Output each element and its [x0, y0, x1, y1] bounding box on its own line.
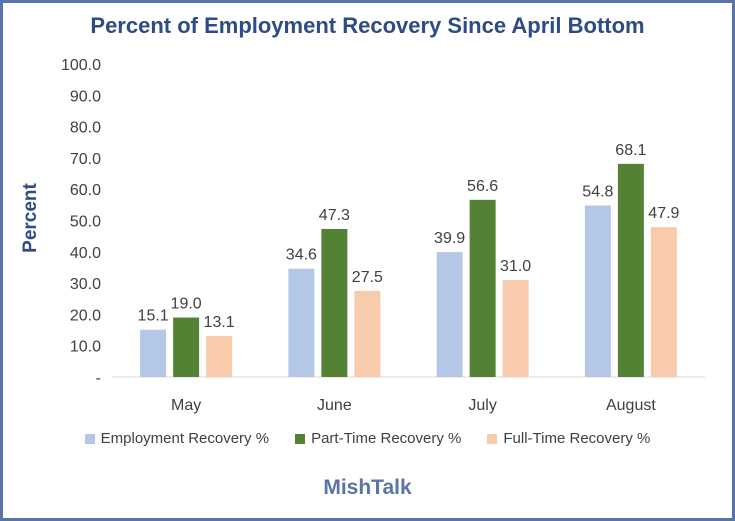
- x-tick-label: June: [317, 397, 352, 414]
- data-label: 15.1: [138, 308, 169, 325]
- legend-swatch-full-time: [487, 433, 498, 444]
- data-label: 27.5: [352, 269, 383, 286]
- footer-brand: MishTalk: [323, 476, 412, 499]
- bar: [321, 228, 348, 377]
- x-tick-label: July: [468, 397, 496, 414]
- data-label: 47.9: [648, 205, 679, 222]
- data-label: 47.3: [319, 207, 350, 224]
- x-tick-label: May: [171, 397, 201, 414]
- data-label: 13.1: [204, 314, 235, 331]
- y-tick-label: 40.0: [70, 245, 101, 262]
- bar: [140, 329, 167, 377]
- y-tick-label: 20.0: [70, 307, 101, 324]
- y-tick-label: 70.0: [70, 151, 101, 168]
- bar: [173, 317, 200, 377]
- y-tick-label: 50.0: [70, 214, 101, 231]
- y-tick-label: -: [96, 370, 101, 387]
- data-label: 54.8: [582, 183, 613, 200]
- bar: [617, 163, 644, 377]
- y-tick-label: 10.0: [70, 339, 101, 356]
- y-tick-label: 100.0: [61, 57, 101, 74]
- x-tick-label: August: [606, 397, 656, 414]
- legend-item-employment: Employment Recovery %: [84, 430, 270, 447]
- legend-label-employment: Employment Recovery %: [100, 430, 270, 447]
- legend-label-part-time: Part-Time Recovery %: [311, 430, 462, 447]
- legend-item-full-time: Full-Time Recovery %: [487, 430, 650, 447]
- data-label: 56.6: [467, 178, 498, 195]
- data-label: 39.9: [434, 230, 465, 247]
- legend-item-part-time: Part-Time Recovery %: [295, 430, 461, 447]
- legend-swatch-employment: [84, 433, 95, 444]
- bar: [469, 199, 496, 377]
- y-tick-label: 60.0: [70, 182, 101, 199]
- bar: [354, 290, 381, 377]
- legend: Employment Recovery % Part-Time Recovery…: [0, 430, 735, 447]
- y-tick-label: 90.0: [70, 88, 101, 105]
- y-tick-label: 80.0: [70, 120, 101, 137]
- y-tick-label: 30.0: [70, 276, 101, 293]
- data-label: 19.0: [171, 296, 202, 313]
- chart-title: Percent of Employment Recovery Since Apr…: [90, 13, 645, 38]
- data-label: 68.1: [615, 142, 646, 159]
- data-label: 31.0: [500, 258, 531, 275]
- bar: [436, 252, 463, 377]
- bar: [650, 227, 677, 377]
- bar: [584, 205, 611, 377]
- bar: [502, 279, 529, 377]
- bar: [206, 335, 233, 377]
- data-label: 34.6: [286, 247, 317, 264]
- legend-label-full-time: Full-Time Recovery %: [503, 430, 651, 447]
- legend-swatch-part-time: [295, 433, 306, 444]
- bar: [288, 268, 315, 377]
